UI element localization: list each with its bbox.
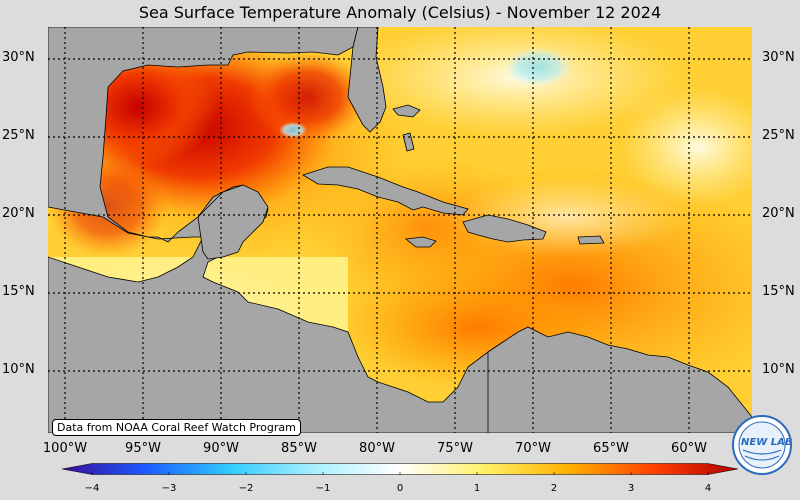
new-lab-logo bbox=[732, 415, 792, 475]
lon-label: 90°W bbox=[203, 441, 239, 456]
colorbar-tick: 2 bbox=[550, 483, 558, 494]
colorbar-tick: −3 bbox=[161, 483, 177, 494]
lat-label-left: 15°N bbox=[2, 284, 35, 299]
lat-label-right: 20°N bbox=[762, 206, 795, 221]
lat-label-right: 15°N bbox=[762, 284, 795, 299]
colorbar bbox=[62, 463, 738, 475]
lat-label-left: 20°N bbox=[2, 206, 35, 221]
lat-label-left: 30°N bbox=[2, 50, 35, 65]
lat-label-right: 10°N bbox=[762, 362, 795, 377]
lon-label: 60°W bbox=[671, 441, 707, 456]
lon-label: 70°W bbox=[515, 441, 551, 456]
lat-label-left: 10°N bbox=[2, 362, 35, 377]
colorbar-tick: −2 bbox=[238, 483, 254, 494]
lon-label: 100°W bbox=[42, 441, 88, 456]
map-title: Sea Surface Temperature Anomaly (Celsius… bbox=[138, 3, 662, 22]
attribution-label: Data from NOAA Coral Reef Watch Program bbox=[52, 419, 301, 436]
lon-label: 65°W bbox=[593, 441, 629, 456]
colorbar-tick: −4 bbox=[84, 483, 100, 494]
lon-label: 75°W bbox=[437, 441, 473, 456]
colorbar-tick: 3 bbox=[627, 483, 635, 494]
logo-text: NEW LAB bbox=[741, 437, 793, 448]
lon-label: 95°W bbox=[125, 441, 161, 456]
sst-anomaly-map[interactable] bbox=[48, 27, 752, 433]
colorbar-tick: 4 bbox=[704, 483, 712, 494]
lat-label-right: 25°N bbox=[762, 128, 795, 143]
colorbar-tick: 1 bbox=[473, 483, 481, 494]
lat-label-right: 30°N bbox=[762, 50, 795, 65]
lon-label: 80°W bbox=[359, 441, 395, 456]
land-masses bbox=[48, 27, 752, 433]
colorbar-tick: 0 bbox=[396, 483, 404, 494]
colorbar-tick: −1 bbox=[315, 483, 331, 494]
lat-label-left: 25°N bbox=[2, 128, 35, 143]
lon-label: 85°W bbox=[281, 441, 317, 456]
graticule bbox=[48, 27, 752, 433]
